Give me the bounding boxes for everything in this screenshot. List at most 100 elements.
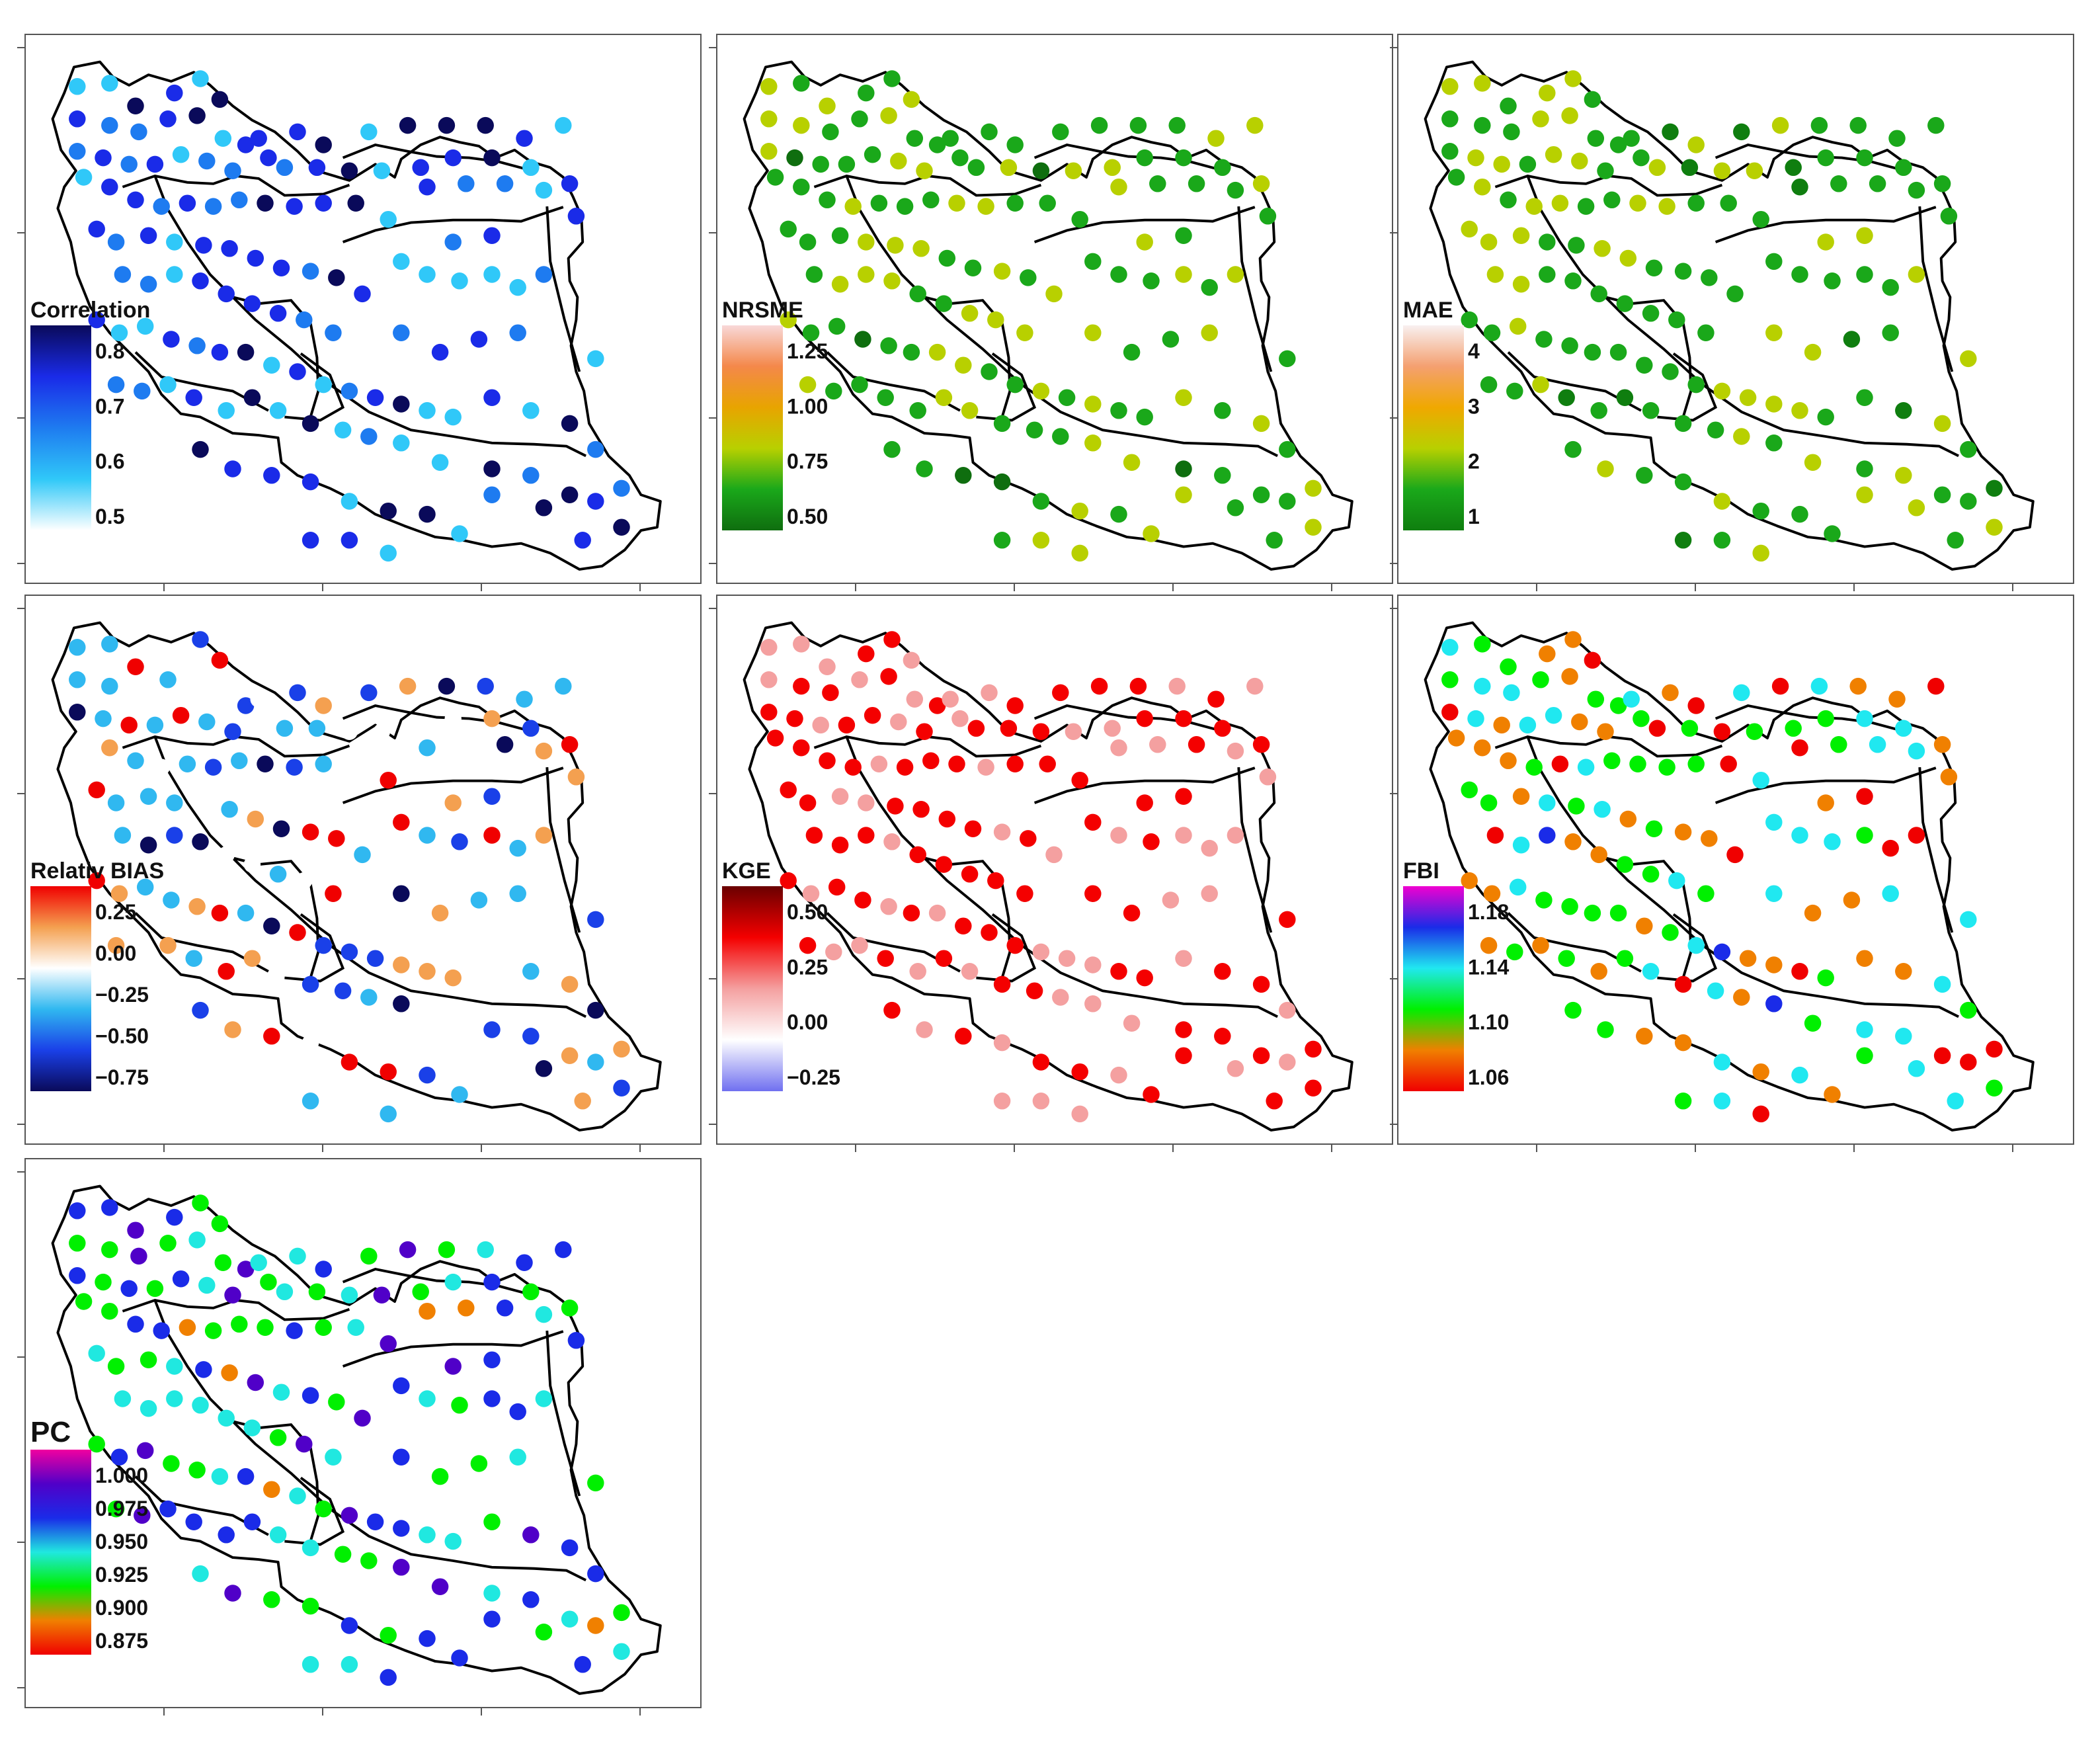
country-outline (51, 1184, 662, 1695)
station-point (1532, 671, 1549, 688)
legend-tick-label: 0.6 (95, 450, 124, 474)
station-point (188, 107, 206, 124)
station-point (1752, 1105, 1769, 1123)
station-point (1539, 233, 1556, 251)
station-point (1765, 956, 1783, 973)
station-point (522, 402, 540, 419)
station-point (1539, 827, 1556, 844)
legend: PC 1.000 0.975 0.950 0.925 0.900 0.875 (30, 1416, 148, 1655)
station-point (483, 389, 501, 406)
station-point (483, 460, 501, 477)
station-point (561, 1610, 579, 1628)
station-point (399, 677, 417, 695)
station-point (1551, 194, 1569, 212)
station-point (1817, 233, 1834, 251)
station-point (185, 1513, 202, 1530)
station-point (211, 91, 229, 108)
station-point (1668, 872, 1685, 890)
station-point (192, 70, 209, 87)
station-point (286, 198, 303, 215)
station-point (1791, 827, 1808, 844)
legend-tick-label: −0.75 (95, 1065, 149, 1089)
station-point (1674, 823, 1692, 841)
station-point (858, 266, 875, 283)
station-point (928, 904, 946, 922)
station-point (1616, 389, 1634, 406)
station-point (192, 631, 209, 648)
station-point (854, 331, 871, 348)
station-point (1568, 798, 1585, 815)
station-point (1129, 677, 1147, 695)
station-point (522, 1028, 540, 1045)
station-point (1032, 1054, 1050, 1071)
station-point (1564, 272, 1582, 290)
station-point (1681, 159, 1699, 177)
station-point (1568, 237, 1585, 254)
station-point (555, 1241, 572, 1259)
station-point (1461, 220, 1478, 238)
station-point (172, 145, 190, 163)
station-point (1701, 830, 1718, 847)
station-point (218, 963, 235, 980)
station-point (1279, 1054, 1296, 1071)
station-point (1633, 710, 1650, 727)
station-point (1791, 178, 1808, 196)
station-point (341, 1093, 358, 1110)
station-point (522, 963, 540, 980)
station-point (935, 389, 953, 406)
station-point (140, 1399, 157, 1417)
station-point (1201, 839, 1218, 857)
station-point (1849, 677, 1867, 695)
station-point (263, 467, 280, 484)
station-point (260, 1273, 277, 1291)
station-point (243, 856, 261, 873)
station-point (263, 1591, 280, 1608)
station-point (1843, 331, 1861, 348)
station-point (831, 275, 849, 293)
station-point (522, 720, 540, 737)
map-panel-nrsme: NRSME 1.25 1.00 0.75 0.50 (709, 34, 1393, 591)
station-point (1474, 739, 1491, 757)
map-layer (743, 60, 1353, 571)
station-point (419, 1302, 436, 1320)
station-point (1032, 532, 1050, 549)
legend-title: Correlation (30, 298, 150, 323)
station-point (1882, 278, 1899, 296)
station-point (1771, 677, 1789, 695)
station-point (101, 677, 118, 695)
station-point (1713, 1093, 1731, 1110)
station-point (483, 227, 501, 244)
station-point (516, 1254, 533, 1271)
station-point (1143, 1086, 1160, 1103)
station-point (315, 697, 332, 714)
station-point (1474, 116, 1491, 134)
station-point (380, 1626, 397, 1644)
station-point (237, 1261, 255, 1278)
station-point (760, 671, 778, 688)
station-point (188, 1231, 206, 1249)
station-point (360, 684, 378, 702)
station-point (269, 1429, 287, 1446)
station-point (69, 143, 86, 160)
station-point (1642, 305, 1660, 322)
station-point (1016, 324, 1033, 341)
station-point (1214, 963, 1231, 980)
station-point (1480, 376, 1498, 393)
station-point (1895, 1028, 1912, 1045)
station-point (107, 233, 125, 251)
station-point (1701, 269, 1718, 286)
station-point (1480, 936, 1498, 954)
station-point (431, 904, 449, 922)
station-point (567, 768, 585, 786)
station-point (1733, 989, 1750, 1006)
station-point (263, 917, 280, 934)
station-point (993, 532, 1011, 549)
station-point (822, 123, 839, 141)
station-point (260, 710, 277, 727)
station-point (838, 716, 856, 734)
station-point (1713, 943, 1731, 961)
legend-tick-label: 1 (1468, 505, 1480, 528)
legend-tick-label: 0.7 (95, 394, 124, 418)
station-point (1752, 502, 1769, 520)
station-point (1791, 739, 1808, 757)
